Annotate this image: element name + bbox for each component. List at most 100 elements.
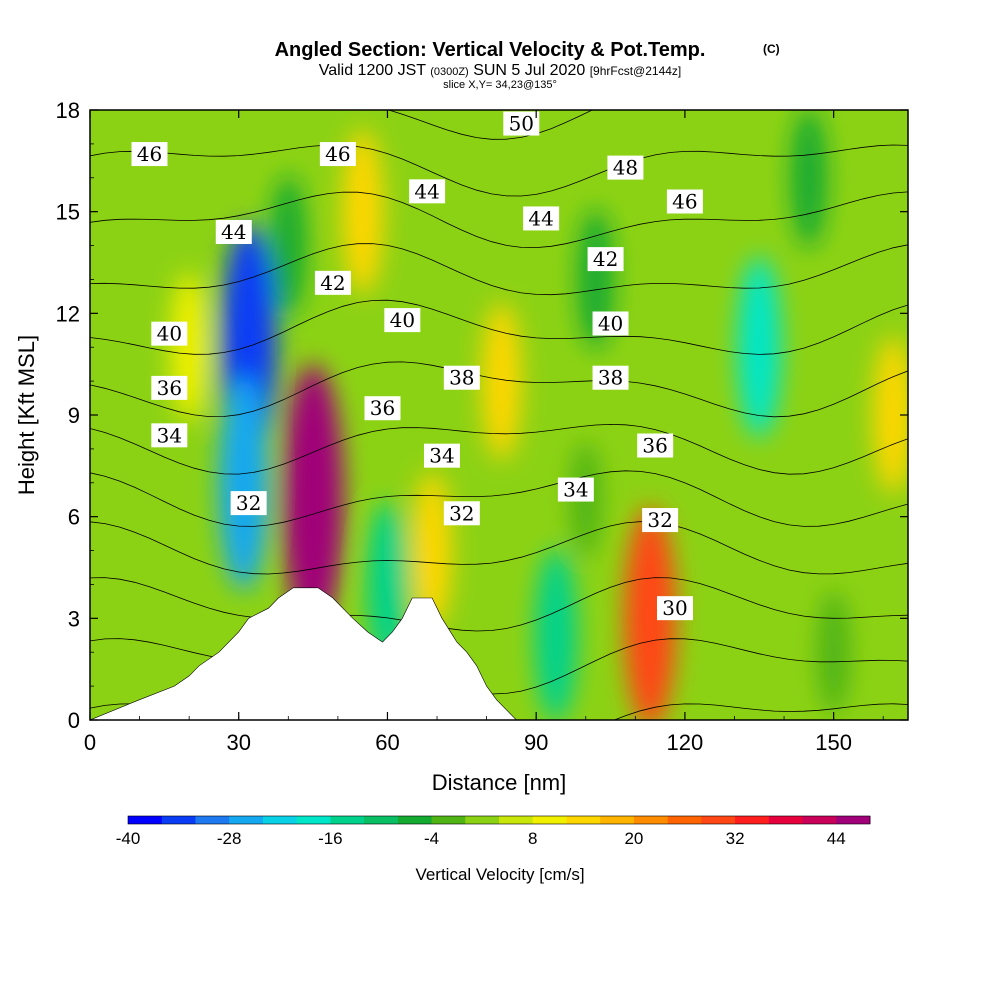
title-main: Angled Section: Vertical Velocity & Pot.…: [275, 39, 706, 61]
colorbar-tick-label: 32: [726, 829, 745, 848]
colorbar-swatch: [397, 816, 433, 824]
theta-label-22: 32: [443, 501, 480, 526]
colorbar-swatch: [465, 816, 500, 824]
theta-label-text: 32: [449, 501, 474, 525]
theta-label-13: 36: [151, 375, 188, 400]
colorbar-swatch: [836, 816, 871, 824]
y-tick-label: 0: [68, 708, 80, 733]
theta-label-text: 40: [390, 308, 415, 332]
theta-label-box: [592, 365, 629, 390]
theta-label-text: 40: [157, 322, 182, 346]
theta-label-text: 42: [320, 271, 345, 295]
theta-label-text: 36: [370, 396, 395, 420]
theta-label-21: 32: [230, 491, 267, 516]
theta-label-5: 46: [666, 189, 703, 214]
colorbar-swatch: [768, 816, 804, 824]
theta-label-box: [423, 443, 460, 468]
colorbar-tick-label: 20: [624, 829, 643, 848]
title-copyright: (C): [763, 42, 780, 56]
theta-label-box: [587, 247, 624, 272]
theta-contour-46: [90, 191, 908, 249]
valid-utc: (0300Z): [430, 66, 469, 78]
theta-contour-36: [90, 470, 908, 527]
colorbar-swatch: [532, 816, 567, 824]
theta-label-18: 36: [637, 433, 674, 458]
theta-label-box: [314, 270, 351, 295]
valid-forecast: [9hrFcst@2144z]: [590, 64, 682, 78]
theta-label-box: [230, 491, 267, 516]
theta-label-box: [523, 206, 560, 231]
theta-label-box: [319, 142, 356, 167]
plot-area: 46 46 50 48 44 46 44 44 42 42 40 40 40 36 38 38 36 34 36 34…: [90, 110, 908, 720]
theta-label-box: [151, 375, 188, 400]
theta-label-text: 36: [157, 376, 182, 400]
theta-label-box: [637, 433, 674, 458]
colorbar-swatch: [364, 816, 399, 824]
theta-label-box: [131, 142, 168, 167]
theta-label-text: 44: [221, 220, 246, 244]
valid-prefix: Valid 1200 JST: [319, 62, 427, 79]
theta-contour-40: [90, 361, 908, 418]
theta-label-text: 32: [647, 508, 672, 532]
theta-label-text: 46: [672, 190, 697, 214]
theta-label-8: 42: [587, 247, 624, 272]
colorbar-tick-label: 44: [827, 829, 846, 848]
theta-label-box: [443, 501, 480, 526]
colorbar-swatch: [499, 816, 534, 824]
theta-label-24: 30: [656, 596, 693, 621]
theta-label-text: 46: [137, 142, 162, 166]
colorbar-tick-label: -4: [424, 829, 439, 848]
theta-label-box: [557, 477, 594, 502]
theta-label-text: 50: [509, 112, 534, 136]
colorbar-tick-label: 8: [528, 829, 537, 848]
theta-label-7: 44: [523, 206, 560, 231]
colorbar-swatch: [296, 816, 331, 824]
colorbar-swatch: [667, 816, 702, 824]
theta-label-2: 50: [503, 111, 540, 136]
theta-label-1: 46: [319, 142, 356, 167]
theta-label-10: 40: [151, 321, 188, 346]
colorbar-swatch: [161, 816, 196, 824]
velocity-feature-9: [534, 548, 578, 720]
theta-label-text: 44: [414, 179, 439, 203]
colorbar-swatch: [431, 816, 466, 824]
x-tick-label: 150: [815, 730, 852, 755]
theta-label-box: [656, 596, 693, 621]
theta-label-box: [364, 396, 401, 421]
theta-label-20: 34: [557, 477, 594, 502]
theta-label-box: [215, 220, 252, 244]
velocity-feature-11: [624, 507, 677, 720]
velocity-feature-16: [817, 589, 851, 715]
theta-label-box: [409, 179, 446, 204]
colorbar-swatch: [330, 816, 365, 824]
x-axis-label: Distance [nm]: [432, 770, 567, 795]
theta-label-text: 38: [449, 366, 474, 390]
theta-label-box: [592, 311, 629, 336]
y-tick-label: 15: [56, 200, 80, 225]
theta-label-text: 34: [157, 423, 182, 447]
theta-label-19: 34: [423, 443, 460, 468]
velocity-feature-4: [270, 175, 307, 317]
y-tick-label: 9: [68, 403, 80, 428]
theta-label-box: [607, 155, 644, 180]
colorbar-swatch: [802, 816, 837, 824]
colorbar-swatch: [566, 816, 601, 824]
colorbar-swatch: [229, 816, 264, 824]
theta-label-11: 40: [384, 308, 421, 333]
y-axis-label: Height [Kft MSL]: [14, 335, 39, 495]
theta-label-box: [503, 111, 540, 136]
terrain-mask: [90, 587, 908, 720]
colorbar-swatch: [195, 816, 230, 824]
theta-label-15: 38: [592, 365, 629, 390]
y-tick-label: 18: [56, 98, 80, 123]
theta-label-box: [642, 508, 679, 533]
velocity-feature-2: [218, 375, 269, 590]
colorbar-tick-label: -16: [318, 829, 343, 848]
x-tick-label: 120: [667, 730, 704, 755]
velocity-feature-5: [342, 128, 384, 295]
theta-label-box: [151, 423, 188, 448]
colorbar-swatch: [735, 816, 770, 824]
colorbar-frame: [127, 815, 871, 825]
theta-label-12: 40: [592, 311, 629, 336]
